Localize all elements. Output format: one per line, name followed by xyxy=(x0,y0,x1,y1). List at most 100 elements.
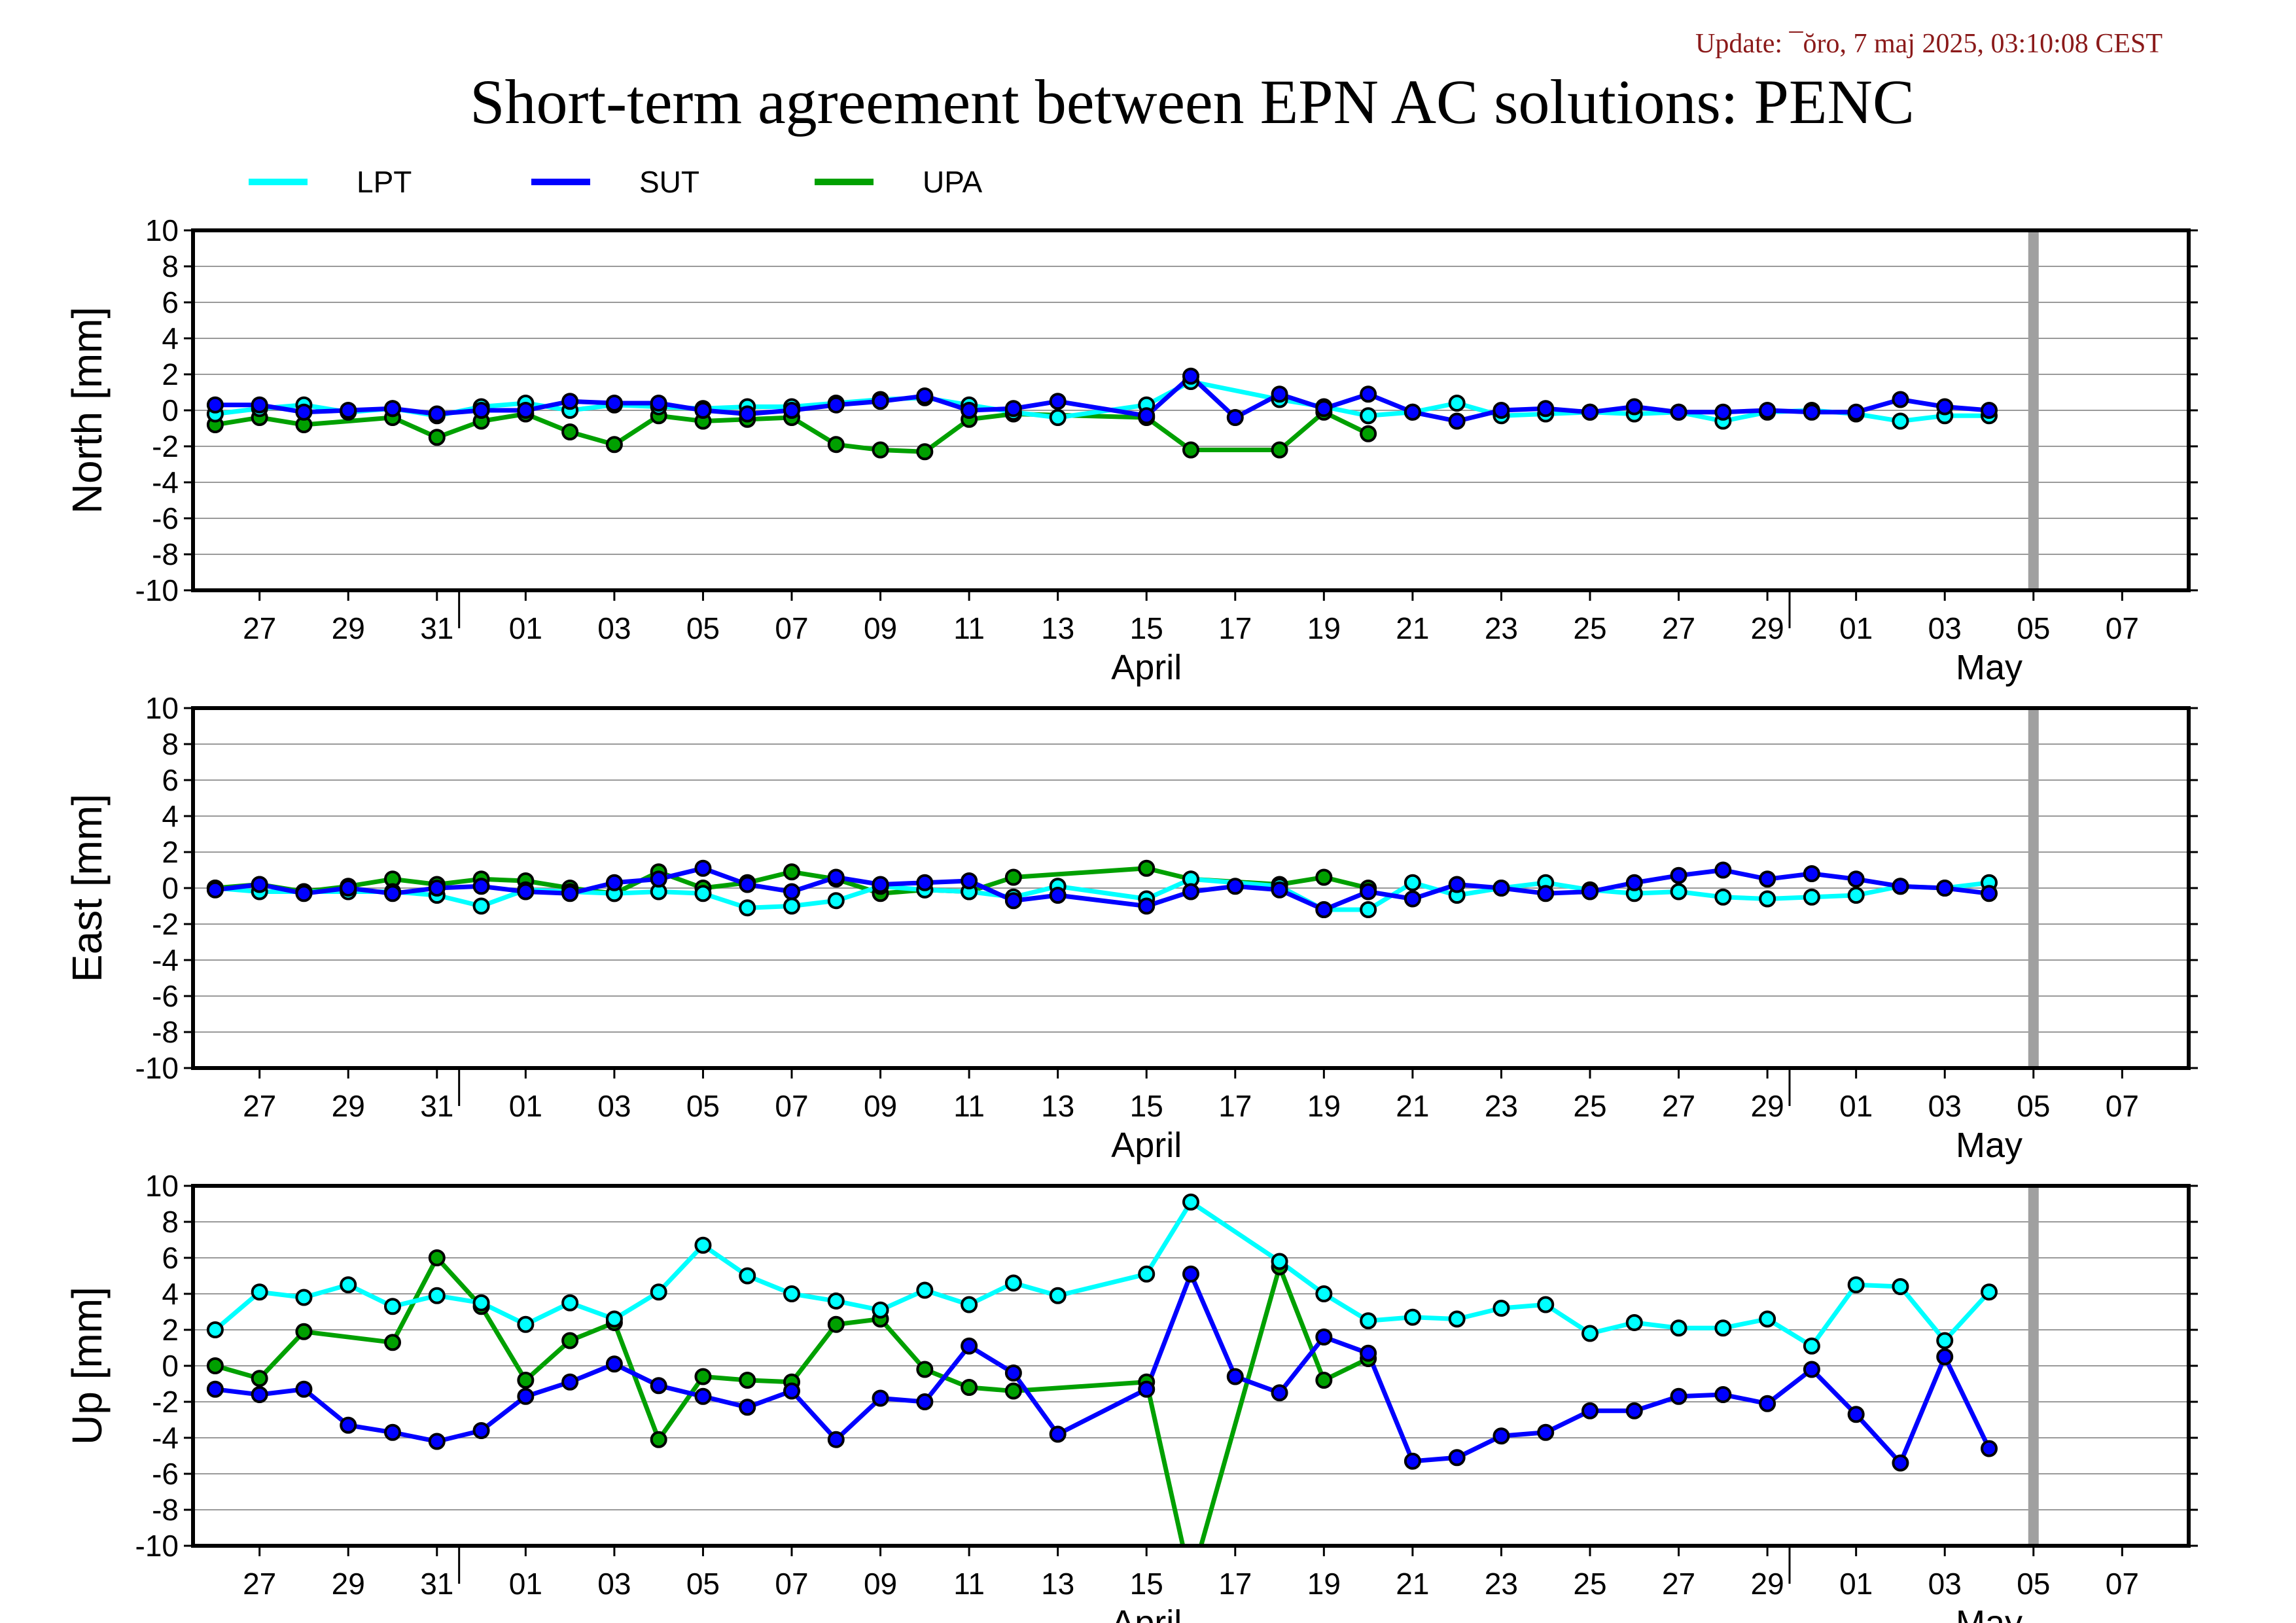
y-tick-label: 4 xyxy=(162,799,179,833)
point-sut xyxy=(650,870,667,888)
point-sut xyxy=(1847,403,1865,421)
point-upa xyxy=(872,441,889,459)
point-lpt xyxy=(1404,874,1421,891)
point-lpt xyxy=(1759,890,1776,908)
point-sut xyxy=(251,1386,268,1403)
point-lpt xyxy=(1448,1310,1466,1328)
point-sut xyxy=(1138,897,1156,915)
point-upa xyxy=(739,1372,756,1389)
point-lpt xyxy=(1714,1319,1732,1337)
x-tick-label: 19 xyxy=(1307,1567,1341,1601)
point-lpt xyxy=(1670,1319,1687,1337)
point-upa xyxy=(206,1357,224,1374)
point-sut xyxy=(739,876,756,893)
point-sut xyxy=(1404,1452,1421,1470)
point-lpt xyxy=(827,1293,845,1310)
point-sut xyxy=(827,396,845,414)
point-lpt xyxy=(1360,901,1377,918)
point-upa xyxy=(1271,441,1288,459)
y-tick-label: 8 xyxy=(162,727,179,761)
point-lpt xyxy=(1892,412,1909,430)
x-tick-label: 03 xyxy=(597,611,631,645)
point-lpt xyxy=(1670,883,1687,901)
point-lpt xyxy=(1625,1314,1643,1331)
point-lpt xyxy=(916,1281,934,1299)
x-tick-label: 13 xyxy=(1041,1089,1074,1123)
point-upa xyxy=(827,1315,845,1333)
legend-label: LPT xyxy=(357,165,412,199)
y-tick-label: 2 xyxy=(162,1313,179,1347)
x-tick-label: 25 xyxy=(1573,611,1606,645)
month-label: May xyxy=(1956,1603,2022,1623)
point-sut xyxy=(1625,874,1643,891)
point-sut xyxy=(1581,883,1598,901)
y-tick-label: 6 xyxy=(162,285,179,319)
point-sut xyxy=(1182,367,1199,385)
point-sut xyxy=(561,885,579,902)
point-sut xyxy=(783,883,800,901)
x-tick-label: 07 xyxy=(775,611,808,645)
x-tick-label: 11 xyxy=(953,1089,985,1123)
x-tick-label: 05 xyxy=(686,1567,720,1601)
point-sut xyxy=(1936,880,1954,897)
x-tick-label: 03 xyxy=(1928,1567,1962,1601)
point-sut xyxy=(1981,885,1998,902)
point-sut xyxy=(517,883,535,901)
point-sut xyxy=(1315,400,1333,418)
x-tick-label: 01 xyxy=(509,611,542,645)
x-tick-label: 15 xyxy=(1130,611,1163,645)
point-sut xyxy=(1892,1454,1909,1472)
y-tick-label: -6 xyxy=(152,1457,179,1491)
x-tick-label: 11 xyxy=(953,611,985,645)
point-sut xyxy=(1670,403,1687,421)
y-tick-label: -4 xyxy=(152,465,179,499)
point-sut xyxy=(1625,1402,1643,1419)
legend: LPT SUT UPA xyxy=(249,165,982,199)
point-sut xyxy=(1581,1402,1598,1419)
point-sut xyxy=(605,874,623,891)
point-upa xyxy=(605,436,623,454)
point-sut xyxy=(1049,1425,1067,1443)
point-lpt xyxy=(428,1287,446,1304)
point-sut xyxy=(517,402,535,419)
point-lpt xyxy=(1581,1325,1598,1342)
point-sut xyxy=(1537,400,1555,418)
series-line-sut xyxy=(215,1272,1992,1465)
point-sut xyxy=(1315,1329,1333,1346)
point-sut xyxy=(1803,1361,1820,1378)
point-upa xyxy=(650,1431,667,1448)
point-sut xyxy=(340,880,357,897)
point-sut xyxy=(1936,1348,1954,1366)
y-tick-label: -6 xyxy=(152,979,179,1013)
point-upa xyxy=(916,1361,934,1378)
x-tick-label: 05 xyxy=(2017,611,2050,645)
point-lpt xyxy=(1847,1276,1865,1294)
point-lpt xyxy=(694,1236,712,1254)
point-sut xyxy=(1448,1449,1466,1467)
x-tick-label: 23 xyxy=(1485,1567,1518,1601)
point-upa xyxy=(428,429,446,446)
point-upa xyxy=(827,436,845,454)
x-tick-label: 07 xyxy=(2106,611,2139,645)
point-sut xyxy=(295,885,313,902)
point-lpt xyxy=(1803,888,1820,906)
x-tick-label: 21 xyxy=(1396,1567,1429,1601)
y-axis-label: Up [mm] xyxy=(63,1287,111,1445)
point-upa xyxy=(1315,1372,1333,1389)
y-tick-label: -4 xyxy=(152,943,179,977)
point-lpt xyxy=(694,885,712,902)
point-sut xyxy=(605,1355,623,1373)
point-lpt xyxy=(1981,1283,1998,1301)
point-sut xyxy=(739,1399,756,1416)
point-sut xyxy=(872,1389,889,1407)
x-tick-label: 13 xyxy=(1041,1567,1074,1601)
point-sut xyxy=(827,1431,845,1448)
point-sut xyxy=(1936,398,1954,416)
point-upa xyxy=(694,1368,712,1385)
y-tick-label: -10 xyxy=(135,573,179,607)
point-sut xyxy=(1492,402,1510,419)
y-tick-label: -8 xyxy=(152,1015,179,1049)
